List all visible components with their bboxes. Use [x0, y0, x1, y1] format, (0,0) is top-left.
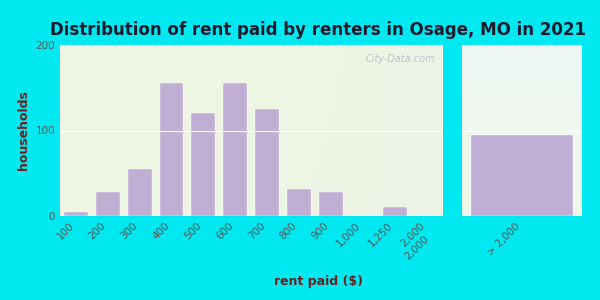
Bar — [383, 208, 407, 216]
Text: 2,000: 2,000 — [403, 234, 431, 262]
Bar — [319, 192, 343, 216]
Text: Distribution of rent paid by renters in Osage, MO in 2021: Distribution of rent paid by renters in … — [50, 21, 586, 39]
Bar — [287, 189, 311, 216]
Bar — [191, 113, 215, 216]
Bar — [160, 83, 184, 216]
Text: City-Data.com: City-Data.com — [365, 53, 435, 64]
Bar — [223, 83, 247, 216]
Bar — [128, 169, 152, 216]
Bar — [255, 109, 279, 216]
Text: rent paid ($): rent paid ($) — [274, 275, 362, 288]
Y-axis label: households: households — [17, 91, 30, 170]
Bar — [472, 135, 573, 216]
Bar — [96, 192, 120, 216]
Bar — [64, 212, 88, 216]
